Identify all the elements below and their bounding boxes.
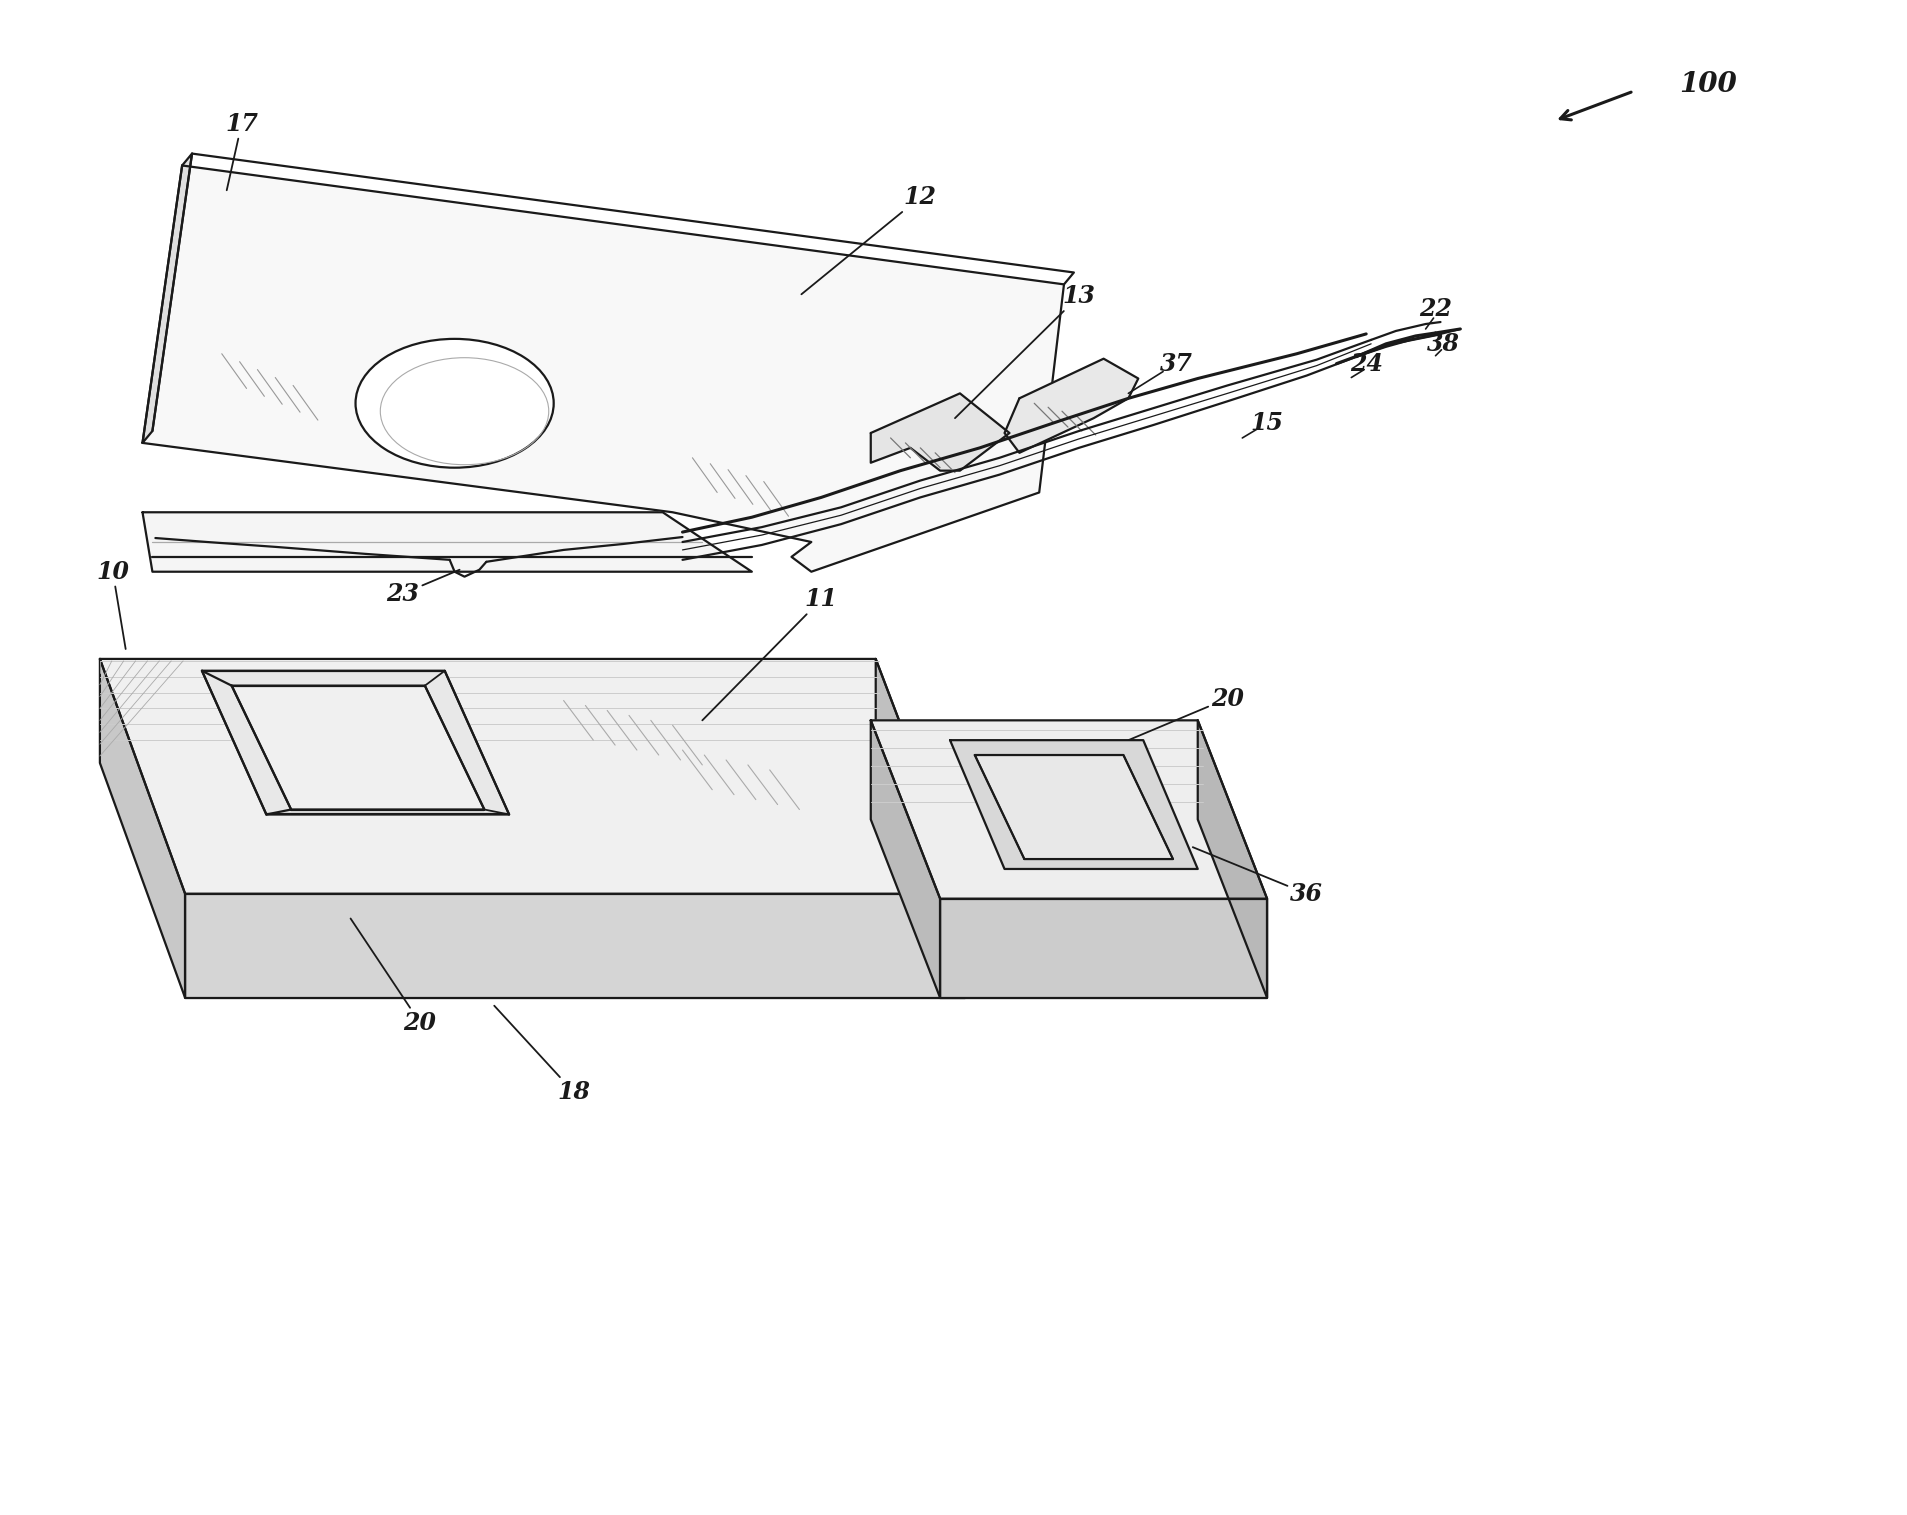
Text: 37: 37 [1159,351,1192,376]
Polygon shape [950,741,1198,870]
Text: 38: 38 [1426,332,1461,356]
Text: 23: 23 [387,570,460,606]
Text: 11: 11 [702,588,837,720]
Polygon shape [871,394,1009,471]
Text: 20: 20 [351,918,437,1035]
Text: 20: 20 [1129,686,1243,741]
Text: 17: 17 [225,112,257,191]
Polygon shape [143,165,1064,571]
Polygon shape [231,686,484,809]
Text: 100: 100 [1680,71,1737,98]
Polygon shape [143,512,751,571]
Polygon shape [99,659,185,998]
Text: 22: 22 [1419,297,1451,321]
Polygon shape [1198,720,1266,998]
Polygon shape [1005,359,1138,453]
Text: 12: 12 [801,185,936,294]
Text: 13: 13 [955,285,1095,418]
Polygon shape [871,720,1266,898]
Text: 15: 15 [1251,411,1283,435]
Text: 18: 18 [494,1006,589,1104]
Polygon shape [974,754,1173,859]
Polygon shape [143,153,193,442]
Text: 24: 24 [1350,351,1383,376]
Polygon shape [99,659,965,894]
Text: 10: 10 [95,559,130,648]
Ellipse shape [355,339,553,468]
Text: 36: 36 [1192,847,1323,906]
Polygon shape [875,659,965,998]
Polygon shape [871,720,940,998]
Polygon shape [185,894,965,998]
Polygon shape [940,898,1266,998]
Polygon shape [202,671,509,815]
